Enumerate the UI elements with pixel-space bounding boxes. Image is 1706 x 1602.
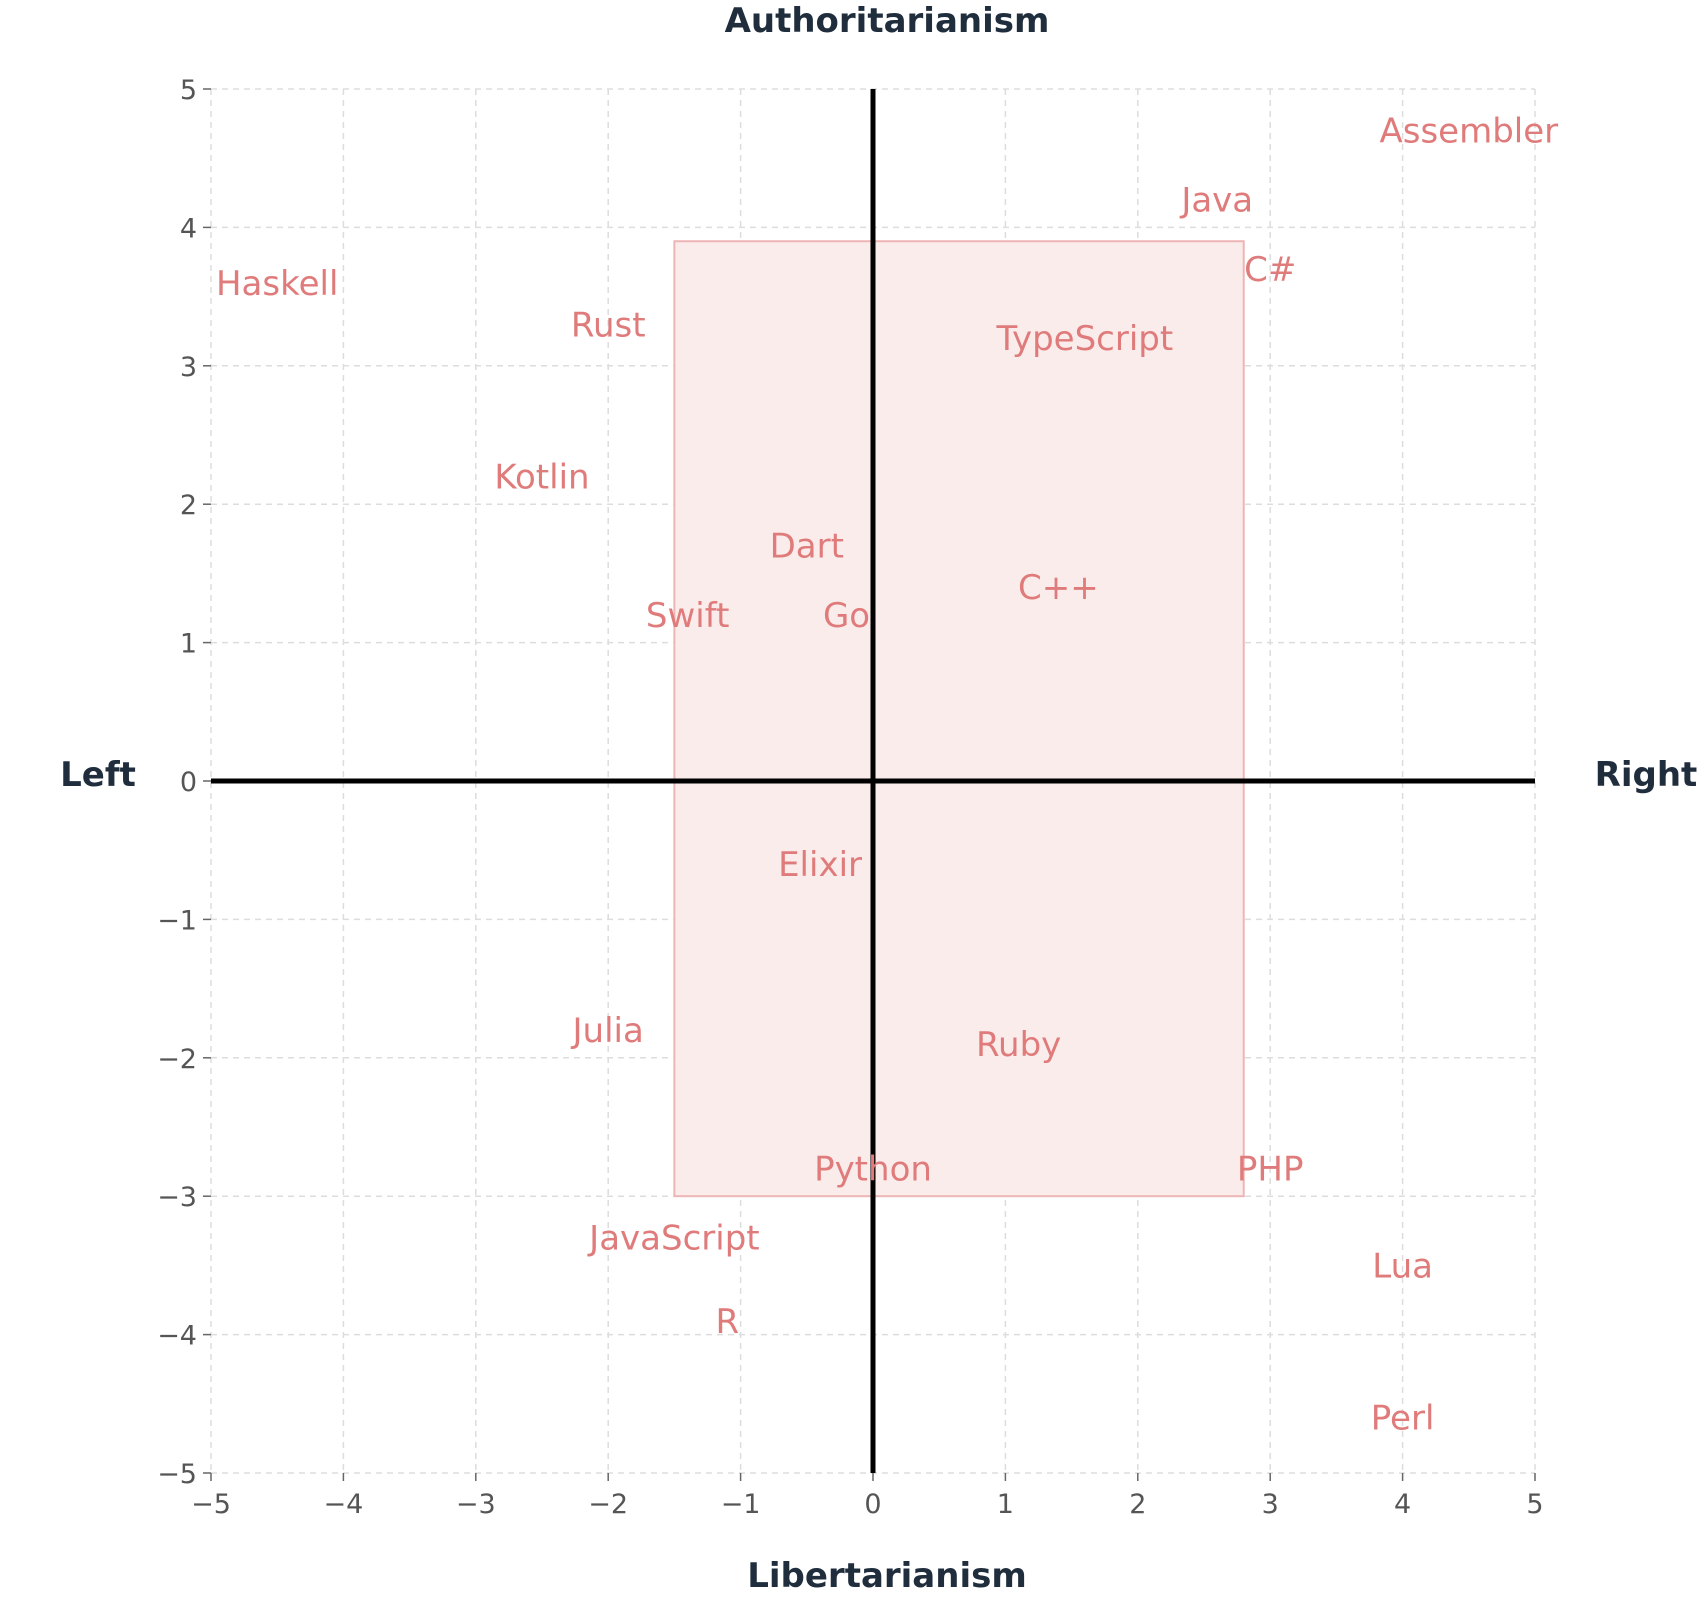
highlight-region xyxy=(673,240,1245,1198)
point-label-swift: Swift xyxy=(646,596,730,636)
x-tick-label: 0 xyxy=(864,1489,881,1520)
label-right: Right xyxy=(1595,755,1698,795)
point-label-go: Go xyxy=(823,596,870,636)
x-tick-label: 4 xyxy=(1394,1489,1411,1520)
point-label-perl: Perl xyxy=(1371,1399,1435,1439)
x-tick-label: −3 xyxy=(456,1489,496,1520)
point-label-r: R xyxy=(716,1302,740,1342)
label-top: Authoritarianism xyxy=(725,1,1050,41)
point-label-c: C# xyxy=(1244,250,1296,290)
point-label-rust: Rust xyxy=(571,305,646,345)
y-tick-label: −1 xyxy=(157,905,197,936)
point-label-ruby: Ruby xyxy=(976,1025,1061,1065)
y-tick-label: 0 xyxy=(180,767,197,798)
x-tick-label: −2 xyxy=(588,1489,628,1520)
point-label-c: C++ xyxy=(1018,568,1099,608)
point-label-julia: Julia xyxy=(571,1011,644,1051)
x-tick-label: −1 xyxy=(721,1489,761,1520)
y-tick-label: 4 xyxy=(180,213,197,244)
y-tick-label: −4 xyxy=(157,1321,197,1352)
y-tick-label: 1 xyxy=(180,629,197,660)
point-label-java: Java xyxy=(1179,181,1253,221)
x-tick-label: −5 xyxy=(191,1489,231,1520)
x-tick-label: 3 xyxy=(1262,1489,1279,1520)
y-tick-label: 2 xyxy=(180,490,197,521)
y-tick-label: 3 xyxy=(180,352,197,383)
point-label-elixir: Elixir xyxy=(778,845,862,885)
point-label-assembler: Assembler xyxy=(1379,112,1558,152)
y-tick-label: −5 xyxy=(157,1459,197,1490)
point-label-php: PHP xyxy=(1237,1150,1304,1190)
label-bottom: Libertarianism xyxy=(747,1556,1027,1596)
label-left: Left xyxy=(60,755,136,795)
y-tick-label: 5 xyxy=(180,75,197,106)
point-label-javascript: JavaScript xyxy=(587,1219,759,1259)
x-tick-label: 5 xyxy=(1526,1489,1543,1520)
y-tick-label: −2 xyxy=(157,1044,197,1075)
point-label-kotlin: Kotlin xyxy=(494,458,589,498)
tick-labels: −5 −4 −3 −2 −1 0 1 2 3 4 5 −5 −4 −3 −2 −1 0 1 2 3 4 5 xyxy=(157,75,1543,1520)
point-labels: Assembler Java C# Haskell Rust TypeScript Kotl… xyxy=(216,112,1558,1439)
point-label-dart: Dart xyxy=(770,527,844,567)
point-label-lua: Lua xyxy=(1372,1246,1433,1286)
point-label-haskell: Haskell xyxy=(216,264,338,304)
point-label-python: Python xyxy=(814,1150,932,1190)
x-tick-label: −4 xyxy=(323,1489,363,1520)
x-tick-label: 1 xyxy=(997,1489,1014,1520)
y-tick-label: −3 xyxy=(157,1182,197,1213)
point-label-typescript: TypeScript xyxy=(995,319,1173,359)
axes xyxy=(211,89,1535,1473)
x-tick-label: 2 xyxy=(1129,1489,1146,1520)
highlight-region-layer xyxy=(673,240,1245,1198)
